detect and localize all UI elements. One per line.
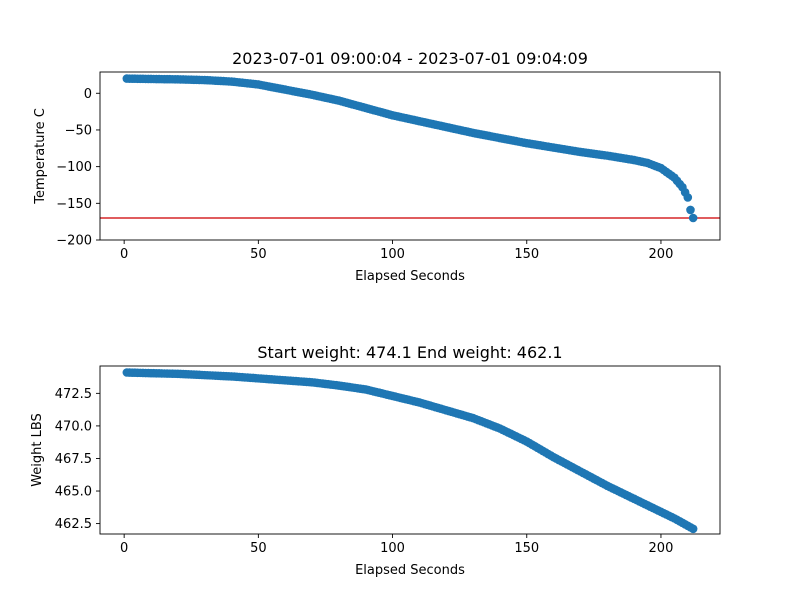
weight-ytick-label: 465.0 (55, 485, 92, 500)
temperature-chart-title: 2023-07-01 09:00:04 - 2023-07-01 09:04:0… (232, 49, 588, 68)
temperature-axes-frame (99, 71, 721, 241)
weight-ytick-label: 462.5 (55, 517, 92, 532)
weight-xtick-label: 50 (250, 541, 267, 556)
weight-ytick-label: 472.5 (55, 387, 92, 402)
weight-axes-frame (99, 365, 721, 535)
weight-chart-ylabel: Weight LBS (30, 413, 45, 487)
weight-xtick-label: 200 (649, 541, 674, 556)
temperature-plot-area: 0 50 100 150 200 0 −50 −100 −150 −200 (56, 71, 721, 262)
temperature-data-point (683, 193, 693, 202)
temperature-marks (100, 74, 720, 223)
temperature-chart-ylabel: Temperature C (33, 108, 48, 205)
temperature-xtick-label: 100 (380, 247, 405, 262)
temperature-ytick-label: −100 (56, 160, 92, 175)
temperature-chart: 2023-07-01 09:00:04 - 2023-07-01 09:04:0… (33, 49, 721, 284)
temperature-xtick-label: 50 (250, 247, 267, 262)
temperature-ytick-label: −200 (56, 234, 92, 249)
weight-chart-xlabel: Elapsed Seconds (355, 563, 465, 578)
temperature-ytick-label: 0 (84, 87, 92, 102)
temperature-xtick-label: 150 (514, 247, 539, 262)
weight-ytick-label: 467.5 (55, 452, 92, 467)
temperature-data-point (688, 213, 698, 223)
temperature-ytick-label: −150 (56, 197, 92, 212)
weight-xtick-label: 150 (514, 541, 539, 556)
weight-chart-title: Start weight: 474.1 End weight: 462.1 (257, 343, 562, 362)
weight-marks (122, 368, 698, 534)
weight-ytick-label: 470.0 (55, 419, 92, 434)
weight-xtick-label: 0 (120, 541, 128, 556)
weight-xtick-label: 100 (380, 541, 405, 556)
temperature-xtick-label: 200 (649, 247, 674, 262)
temperature-ytick-label: −50 (65, 123, 92, 138)
weight-data-point (688, 524, 698, 534)
weight-chart: Start weight: 474.1 End weight: 462.1 0 5… (30, 343, 721, 578)
weight-plot-area: 0 50 100 150 200 462.5 465.0 467.5 470.0 472.5 (55, 365, 721, 556)
temperature-chart-xlabel: Elapsed Seconds (355, 269, 465, 284)
temperature-data-point (686, 205, 695, 215)
temperature-xtick-label: 0 (120, 247, 128, 262)
